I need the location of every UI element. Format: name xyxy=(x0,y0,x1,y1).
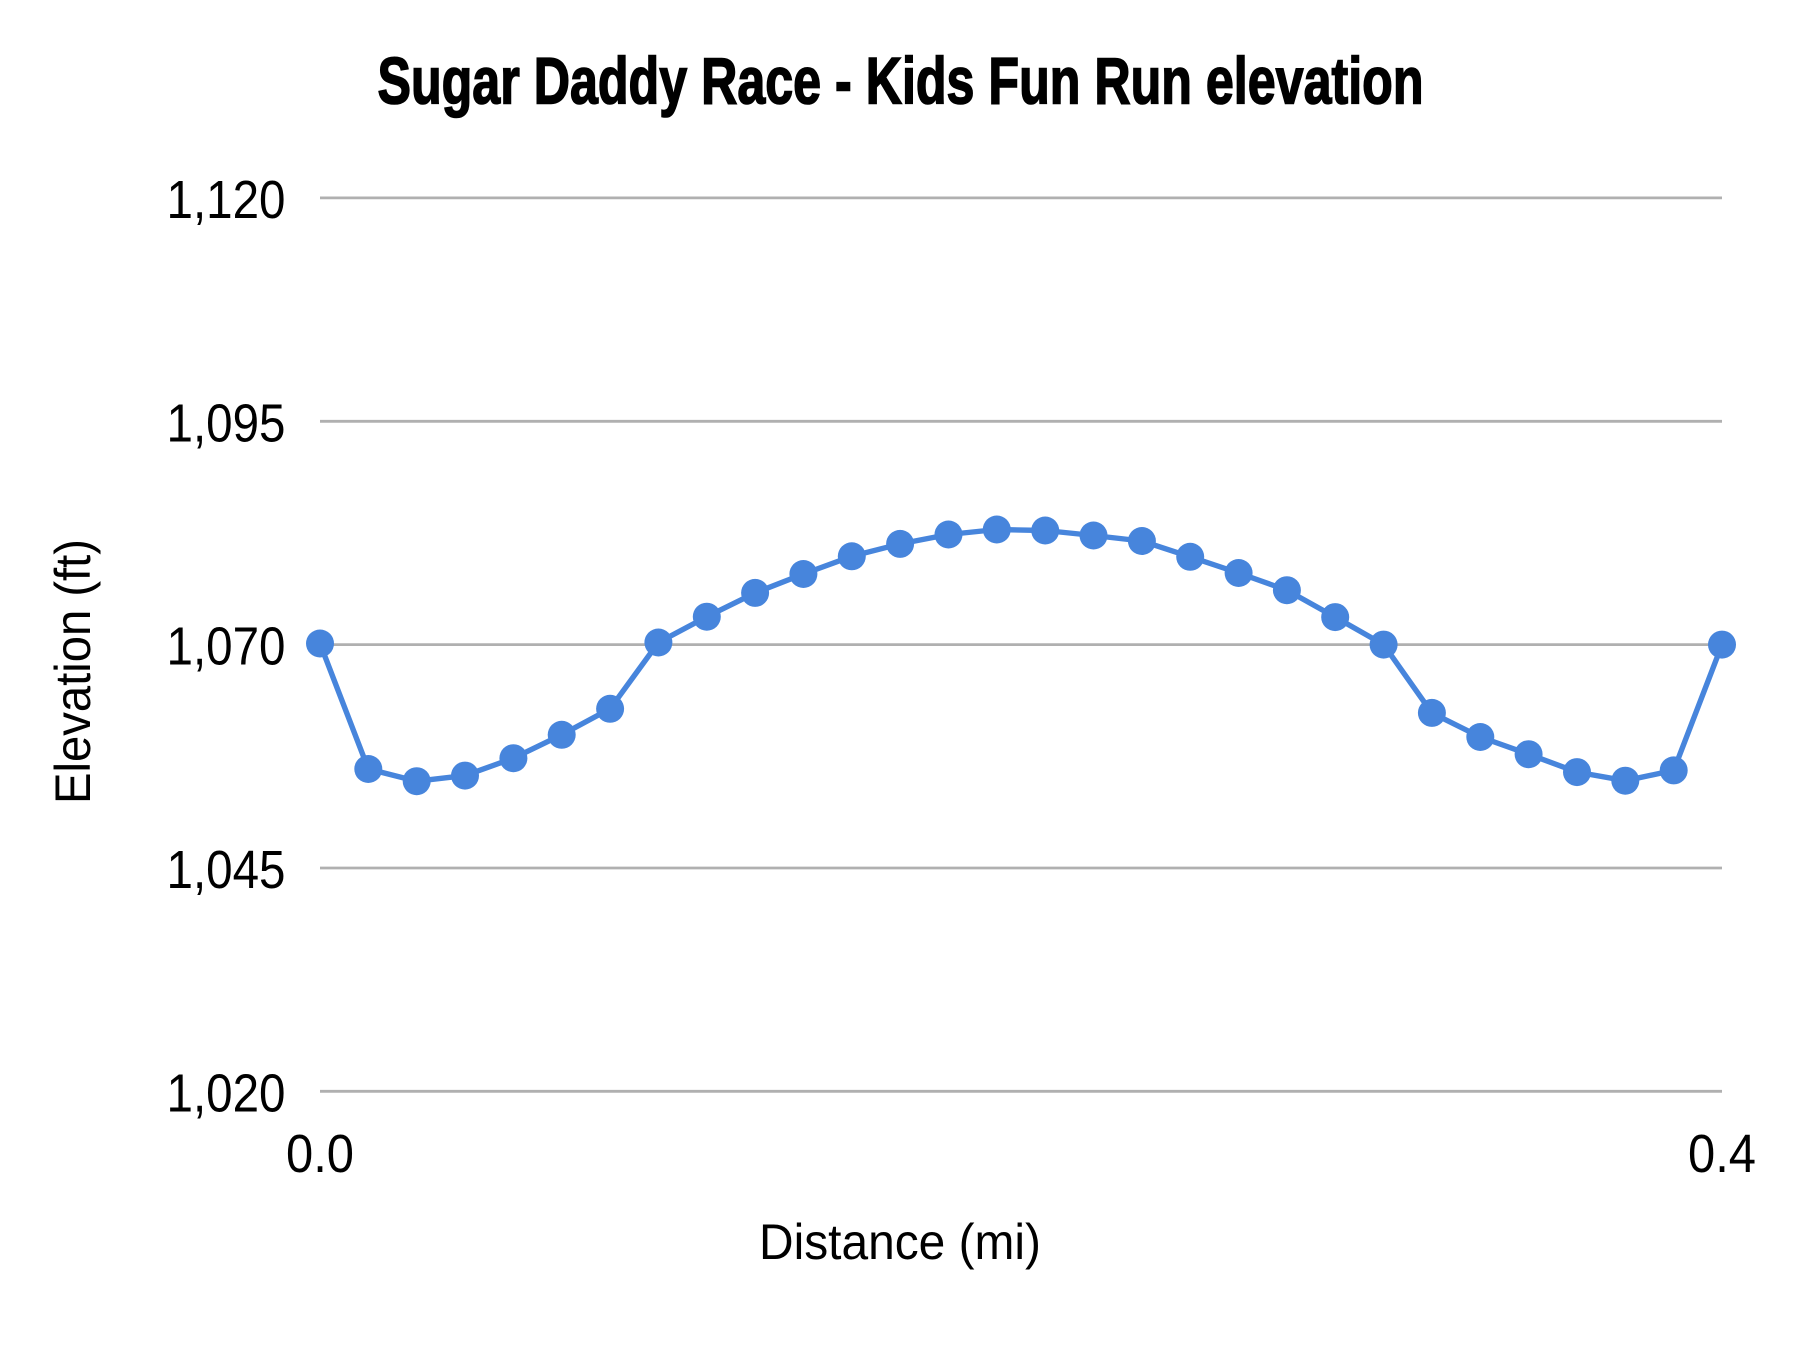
svg-text:1,020: 1,020 xyxy=(167,1063,286,1123)
svg-text:1,095: 1,095 xyxy=(167,393,286,453)
svg-text:1,070: 1,070 xyxy=(167,617,286,677)
svg-text:1,120: 1,120 xyxy=(167,170,286,230)
svg-text:0.4: 0.4 xyxy=(1688,1124,1756,1184)
svg-text:0.0: 0.0 xyxy=(286,1124,354,1184)
svg-text:Distance (mi): Distance (mi) xyxy=(759,1214,1041,1270)
svg-text:Elevation (ft): Elevation (ft) xyxy=(45,539,101,804)
svg-text:Sugar Daddy Race - Kids Fun Ru: Sugar Daddy Race - Kids Fun Run elevatio… xyxy=(378,44,1424,118)
svg-text:1,045: 1,045 xyxy=(167,840,286,900)
